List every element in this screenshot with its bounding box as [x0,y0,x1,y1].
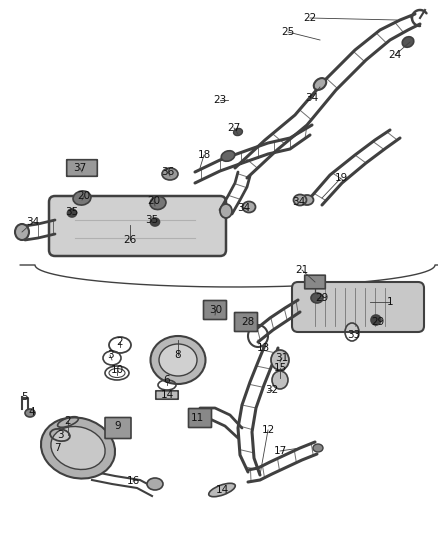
Ellipse shape [41,417,115,479]
Text: 14: 14 [160,390,173,400]
Text: 35: 35 [65,207,79,217]
Text: 34: 34 [237,203,251,213]
Text: 34: 34 [293,197,306,207]
Text: 35: 35 [145,215,159,225]
Text: 27: 27 [227,123,240,133]
Text: 14: 14 [215,485,229,495]
Text: 28: 28 [241,317,254,327]
Text: 17: 17 [273,446,286,456]
Text: 7: 7 [54,443,60,453]
Ellipse shape [221,151,235,161]
Text: 25: 25 [281,27,295,37]
Text: 34: 34 [305,93,318,103]
Text: 2: 2 [65,416,71,426]
FancyBboxPatch shape [234,312,258,332]
Text: 9: 9 [115,421,121,431]
FancyBboxPatch shape [156,391,178,399]
Ellipse shape [151,218,159,226]
Ellipse shape [300,195,314,205]
Text: 4: 4 [28,407,35,417]
Text: 37: 37 [74,163,87,173]
Text: 29: 29 [371,317,385,327]
Ellipse shape [371,315,381,325]
Text: 22: 22 [304,13,317,23]
Ellipse shape [313,444,323,452]
Ellipse shape [73,191,91,205]
Text: 8: 8 [175,350,181,360]
Text: 19: 19 [334,173,348,183]
Text: 31: 31 [276,353,289,363]
Ellipse shape [51,426,105,470]
Text: 26: 26 [124,235,137,245]
Text: 21: 21 [295,265,309,275]
Text: 34: 34 [26,217,39,227]
FancyBboxPatch shape [305,275,325,289]
Ellipse shape [220,204,232,218]
FancyBboxPatch shape [204,301,226,319]
Text: 3: 3 [107,350,113,360]
Text: 12: 12 [261,425,275,435]
Ellipse shape [311,293,323,303]
Text: 11: 11 [191,413,204,423]
Ellipse shape [159,344,197,376]
Ellipse shape [147,478,163,490]
Ellipse shape [243,201,255,213]
FancyBboxPatch shape [292,282,424,332]
FancyBboxPatch shape [49,196,226,256]
Ellipse shape [209,483,235,497]
Ellipse shape [314,78,326,90]
Text: 3: 3 [57,430,64,440]
Ellipse shape [15,224,29,240]
Text: 1: 1 [387,297,393,307]
Text: 30: 30 [209,305,223,315]
Ellipse shape [150,197,166,209]
FancyBboxPatch shape [105,417,131,439]
Text: 18: 18 [198,150,211,160]
Text: 16: 16 [127,476,140,486]
Text: 5: 5 [22,392,28,402]
FancyBboxPatch shape [67,160,97,176]
Ellipse shape [402,37,414,47]
Text: 15: 15 [273,363,286,373]
Ellipse shape [25,409,35,417]
FancyBboxPatch shape [188,408,212,427]
Text: 36: 36 [161,167,175,177]
Text: 2: 2 [117,337,124,347]
Text: 6: 6 [164,375,170,385]
Text: 20: 20 [78,191,91,201]
Ellipse shape [293,195,307,206]
Text: 13: 13 [256,343,270,353]
Ellipse shape [233,128,243,135]
Ellipse shape [67,209,77,217]
Text: 33: 33 [347,330,360,340]
Ellipse shape [272,371,288,389]
Text: 23: 23 [213,95,226,105]
Ellipse shape [162,168,178,180]
Ellipse shape [271,350,289,370]
Text: 32: 32 [265,385,279,395]
Ellipse shape [151,336,205,384]
Text: 10: 10 [110,365,124,375]
Text: 20: 20 [148,196,161,206]
Text: 24: 24 [389,50,402,60]
Text: 29: 29 [315,293,328,303]
